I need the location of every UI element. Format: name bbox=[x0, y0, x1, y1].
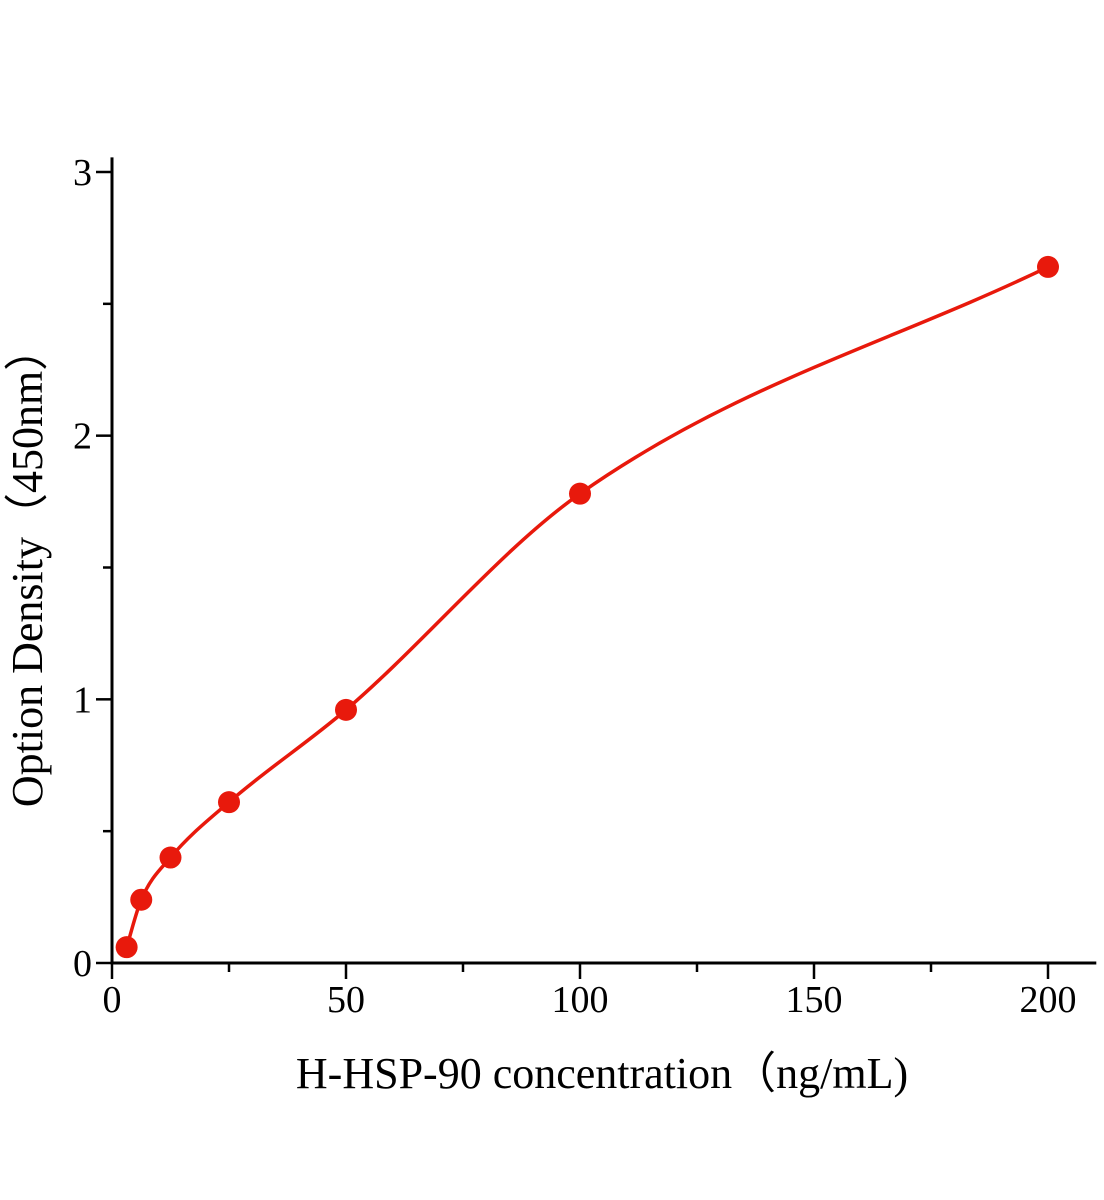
x-tick-label: 0 bbox=[103, 979, 122, 1021]
data-point bbox=[115, 936, 138, 959]
data-point bbox=[569, 482, 591, 505]
axes: 0 50 100 150 200 0 1 2 3 bbox=[73, 152, 1097, 1021]
data-point bbox=[1037, 255, 1059, 278]
y-axis-title: Option Density（450nm） bbox=[3, 327, 52, 807]
data-point bbox=[335, 698, 357, 721]
y-tick-label: 1 bbox=[73, 679, 92, 721]
y-tick-label: 0 bbox=[73, 943, 92, 985]
fit-curve-line bbox=[124, 265, 1050, 949]
x-tick-label: 50 bbox=[327, 979, 365, 1021]
x-tick-label: 150 bbox=[786, 979, 843, 1021]
x-axis-title: H-HSP-90 concentration（ng/mL) bbox=[296, 1049, 908, 1098]
data-point bbox=[159, 846, 182, 869]
data-point bbox=[218, 791, 240, 814]
y-tick-label: 2 bbox=[73, 416, 92, 458]
y-tick-label: 3 bbox=[73, 152, 92, 194]
data-points-group bbox=[115, 255, 1059, 959]
x-tick-label: 100 bbox=[552, 979, 609, 1021]
x-tick-label: 200 bbox=[1020, 979, 1077, 1021]
data-point bbox=[130, 888, 153, 911]
